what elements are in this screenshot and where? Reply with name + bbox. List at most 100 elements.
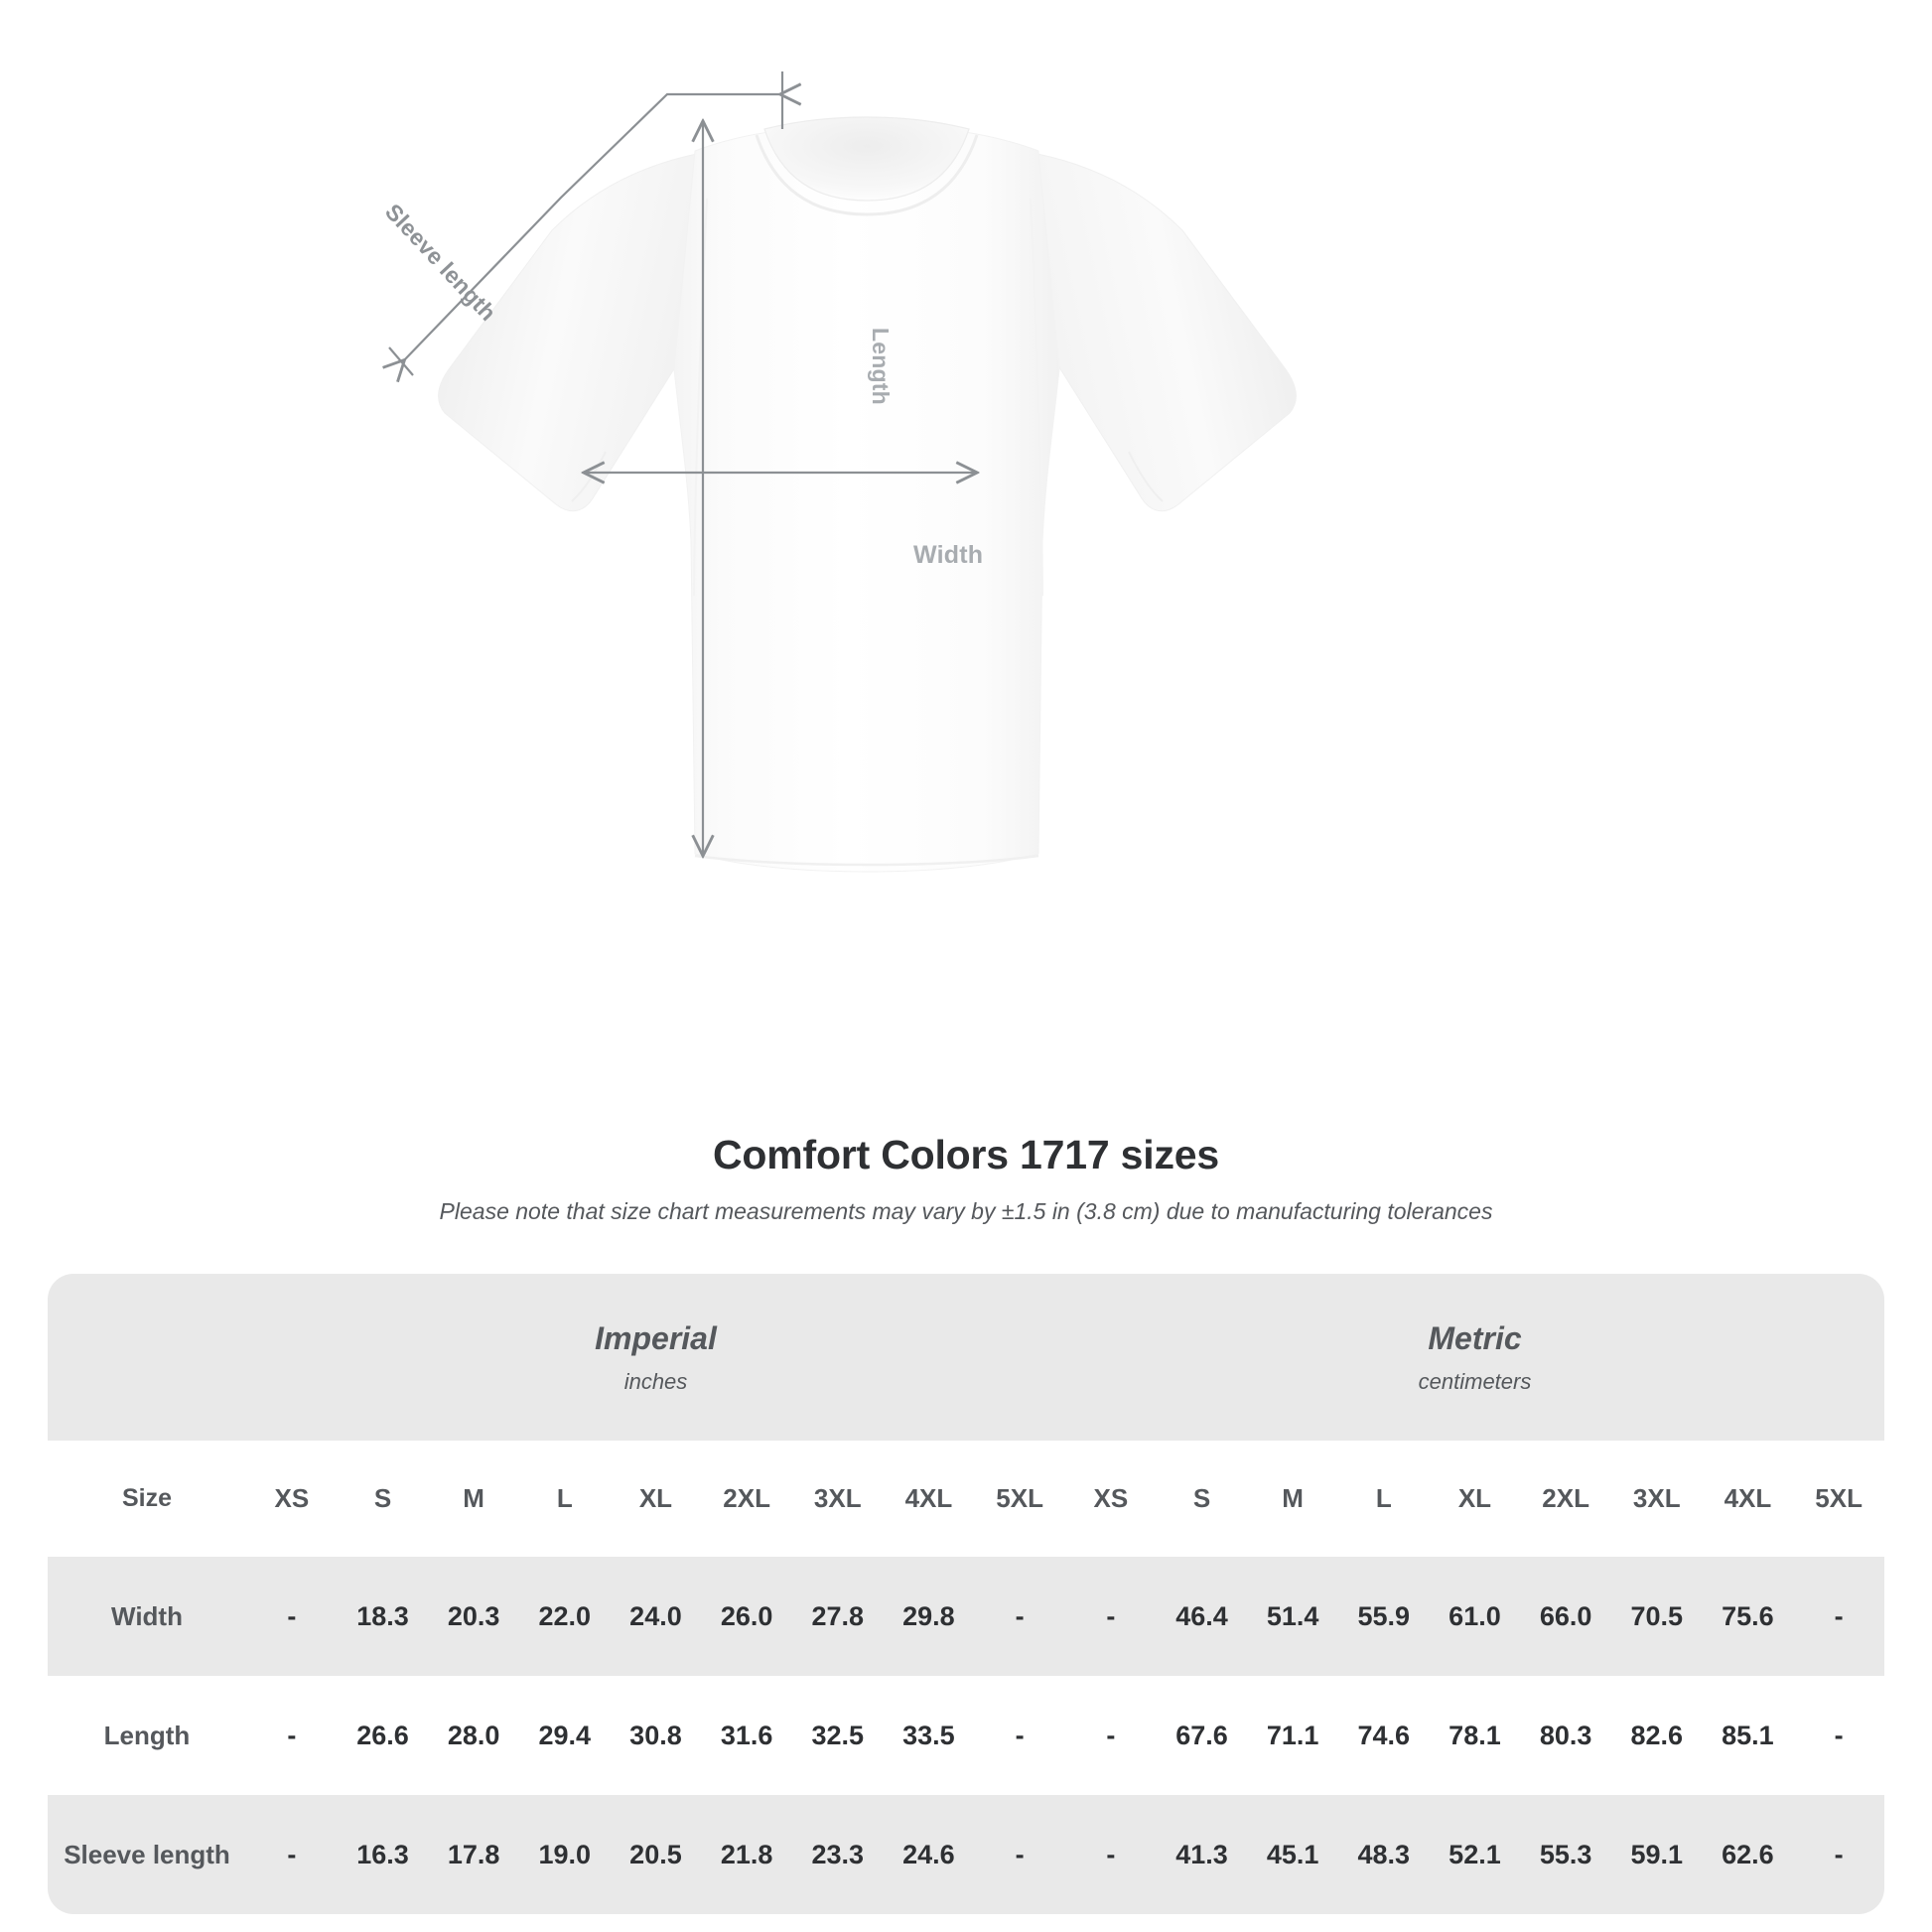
cell-length-metric-xl: 78.1 (1429, 1676, 1521, 1795)
dimension-lines (389, 71, 975, 854)
cell-sleeve-length-metric-s: 41.3 (1156, 1795, 1248, 1914)
unit-group-imperial: Imperial inches (246, 1274, 1065, 1441)
unit-group-metric-sub: centimeters (1418, 1368, 1532, 1394)
table-row: Sleeve length -16.3 17.8 19.0 20.5 21.8 23.3 24… (48, 1795, 1884, 1914)
cell-width-imperial-2xl: 26.0 (701, 1557, 792, 1676)
row-label-sleeve-length: Sleeve length (48, 1795, 246, 1914)
cell-length-metric-4xl: 85.1 (1702, 1676, 1794, 1795)
unit-group-imperial-name: Imperial (595, 1319, 717, 1356)
size-chart-table: Imperial inches Metric centimeters Size XS S M L… (48, 1274, 1884, 1914)
cell-width-imperial-s: 18.3 (337, 1557, 429, 1676)
table-row: Width -18.3 20.3 22.0 24.0 26.0 27.8 29.8- -46.4… (48, 1557, 1884, 1676)
width-label: Width (913, 541, 984, 569)
tshirt-illustration-svg (0, 71, 1297, 873)
cell-length-metric-l: 74.6 (1337, 1676, 1430, 1795)
cell-length-metric-5xl: - (1793, 1676, 1884, 1795)
cell-sleeve-length-metric-xl: 52.1 (1429, 1795, 1521, 1914)
size-chart-table-wrapper: Imperial inches Metric centimeters Size XS S M L… (48, 1274, 1884, 1914)
size-header-metric-5xl: 5XL (1793, 1441, 1884, 1557)
size-header-imperial-4xl: 4XL (883, 1441, 975, 1557)
cell-sleeve-length-metric-2xl: 55.3 (1520, 1795, 1611, 1914)
unit-header-row: Imperial inches Metric centimeters (48, 1274, 1884, 1441)
size-header-imperial-2xl: 2XL (701, 1441, 792, 1557)
cell-sleeve-length-imperial-5xl: - (974, 1795, 1065, 1914)
unit-header-spacer (48, 1274, 246, 1441)
cell-sleeve-length-metric-5xl: - (1793, 1795, 1884, 1914)
left-sleeve (438, 153, 698, 512)
row-label-length: Length (48, 1676, 246, 1795)
cell-width-metric-4xl: 75.6 (1702, 1557, 1794, 1676)
cell-sleeve-length-metric-l: 48.3 (1337, 1795, 1430, 1914)
tshirt-diagram: Sleeve length Length Width (0, 71, 1297, 873)
cell-sleeve-length-imperial-l: 19.0 (518, 1795, 611, 1914)
fold-line-sleeve-right (1128, 451, 1164, 502)
row-label-width: Width (48, 1557, 246, 1676)
cell-width-metric-3xl: 70.5 (1610, 1557, 1703, 1676)
fold-line-right (1030, 198, 1043, 597)
size-header-metric-xl: XL (1429, 1441, 1521, 1557)
size-header-imperial-l: L (518, 1441, 611, 1557)
unit-group-metric: Metric centimeters (1065, 1274, 1884, 1441)
cell-width-metric-l: 55.9 (1337, 1557, 1430, 1676)
cell-length-imperial-xl: 30.8 (610, 1676, 702, 1795)
cell-width-imperial-4xl: 29.8 (883, 1557, 975, 1676)
size-header-imperial-5xl: 5XL (974, 1441, 1065, 1557)
cell-length-metric-s: 67.6 (1156, 1676, 1248, 1795)
sleeve-length-dimension-line (403, 94, 782, 361)
cell-sleeve-length-metric-3xl: 59.1 (1610, 1795, 1703, 1914)
cell-sleeve-length-imperial-3xl: 23.3 (791, 1795, 884, 1914)
size-header-metric-2xl: 2XL (1520, 1441, 1611, 1557)
cell-width-metric-m: 51.4 (1247, 1557, 1338, 1676)
size-header-metric-l: L (1337, 1441, 1430, 1557)
cell-width-metric-xs: - (1065, 1557, 1157, 1676)
cell-sleeve-length-imperial-xs: - (246, 1795, 338, 1914)
cell-width-imperial-5xl: - (974, 1557, 1065, 1676)
collar (763, 116, 970, 202)
size-header-metric-m: M (1247, 1441, 1338, 1557)
cell-sleeve-length-metric-4xl: 62.6 (1702, 1795, 1794, 1914)
cell-length-imperial-4xl: 33.5 (883, 1676, 975, 1795)
cell-length-imperial-3xl: 32.5 (791, 1676, 884, 1795)
cell-length-metric-2xl: 80.3 (1520, 1676, 1611, 1795)
unit-group-imperial-sub: inches (623, 1368, 688, 1394)
cell-width-imperial-xs: - (246, 1557, 338, 1676)
size-header-label: Size (48, 1441, 246, 1557)
page-title: Comfort Colors 1717 sizes (713, 1132, 1219, 1177)
size-header-metric-4xl: 4XL (1702, 1441, 1794, 1557)
size-header-imperial-3xl: 3XL (791, 1441, 884, 1557)
right-sleeve (1036, 153, 1297, 512)
cell-sleeve-length-imperial-m: 17.8 (428, 1795, 519, 1914)
cell-width-imperial-m: 20.3 (428, 1557, 519, 1676)
size-header-metric-s: S (1156, 1441, 1248, 1557)
table-row: Length -26.6 28.0 29.4 30.8 31.6 32.5 33.5- -67.… (48, 1676, 1884, 1795)
cell-sleeve-length-metric-xs: - (1065, 1795, 1157, 1914)
cell-width-metric-xl: 61.0 (1429, 1557, 1521, 1676)
cell-width-metric-5xl: - (1793, 1557, 1884, 1676)
cell-length-imperial-2xl: 31.6 (701, 1676, 792, 1795)
cell-width-metric-2xl: 66.0 (1520, 1557, 1611, 1676)
sleeve-end-tick (388, 346, 414, 376)
cell-length-imperial-m: 28.0 (428, 1676, 519, 1795)
cell-sleeve-length-metric-m: 45.1 (1247, 1795, 1338, 1914)
cell-length-imperial-5xl: - (974, 1676, 1065, 1795)
size-header-row: Size XS S M L XL 2XL 3XL 4XL 5XL XS S M L XL 2XL 3XL 4XL 5… (48, 1441, 1884, 1557)
cell-sleeve-length-imperial-xl: 20.5 (610, 1795, 702, 1914)
cell-width-imperial-xl: 24.0 (610, 1557, 702, 1676)
cell-length-imperial-l: 29.4 (518, 1676, 611, 1795)
cell-length-imperial-xs: - (246, 1676, 338, 1795)
size-header-metric-xs: XS (1065, 1441, 1157, 1557)
cell-width-imperial-3xl: 27.8 (791, 1557, 884, 1676)
cell-width-imperial-l: 22.0 (518, 1557, 611, 1676)
cell-sleeve-length-imperial-s: 16.3 (337, 1795, 429, 1914)
size-header-metric-3xl: 3XL (1610, 1441, 1703, 1557)
tolerance-note: Please note that size chart measurements… (439, 1198, 1493, 1224)
cell-sleeve-length-imperial-4xl: 24.6 (883, 1795, 975, 1914)
tshirt-shape (438, 116, 1297, 873)
hem-line (694, 854, 1039, 867)
size-header-imperial-s: S (337, 1441, 429, 1557)
unit-group-metric-name: Metric (1428, 1319, 1522, 1356)
length-label: Length (868, 328, 894, 405)
cell-sleeve-length-imperial-2xl: 21.8 (701, 1795, 792, 1914)
size-header-imperial-xl: XL (610, 1441, 702, 1557)
size-header-imperial-m: M (428, 1441, 519, 1557)
